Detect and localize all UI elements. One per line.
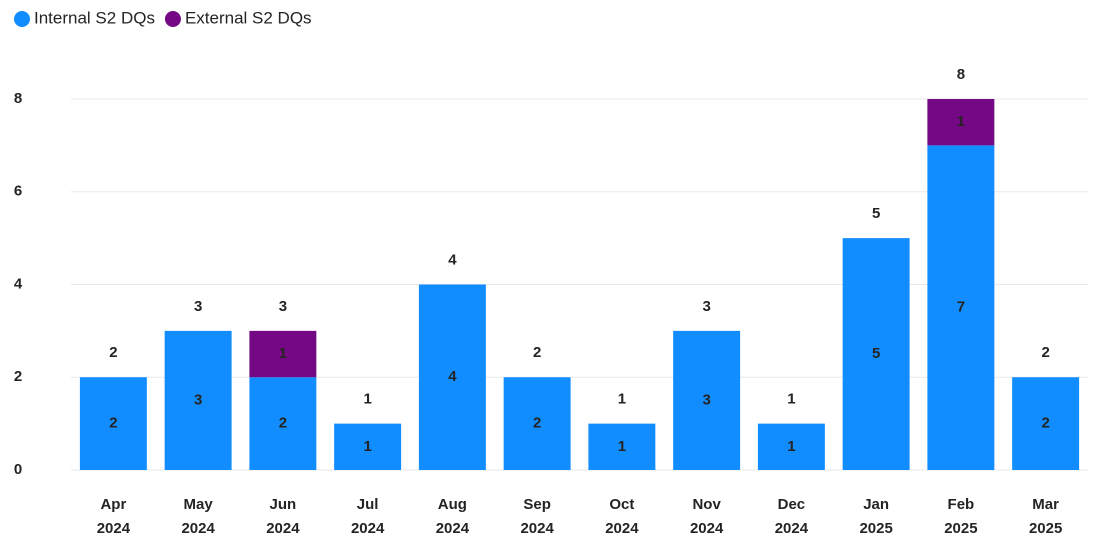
data-label: 4 — [448, 368, 457, 385]
data-label: 1 — [957, 113, 965, 130]
bar-segment — [927, 145, 995, 470]
data-label: 1 — [279, 345, 287, 362]
data-label: 3 — [194, 391, 202, 408]
x-tick-label: Apr 2024 — [97, 496, 131, 537]
y-tick-label: 6 — [14, 183, 22, 200]
total-label: 1 — [618, 391, 626, 408]
total-label: 2 — [109, 344, 117, 361]
data-label: 1 — [618, 438, 626, 455]
legend-marker — [14, 11, 30, 27]
total-label: 2 — [1041, 344, 1049, 361]
data-label: 2 — [279, 415, 287, 432]
x-tick-label: Aug 2024 — [436, 496, 470, 537]
data-label: 3 — [702, 391, 710, 408]
bar-segment — [1012, 377, 1080, 470]
bar-segment — [588, 423, 656, 470]
total-label: 2 — [533, 344, 541, 361]
x-tick-label: Sep 2024 — [520, 496, 554, 537]
total-label: 4 — [448, 251, 457, 268]
bar-segment — [673, 330, 741, 470]
y-tick-label: 2 — [14, 368, 22, 385]
total-label: 1 — [363, 391, 371, 408]
legend-label: External S2 DQs — [185, 8, 312, 27]
total-label: 8 — [957, 66, 965, 83]
bar-segment — [842, 238, 910, 470]
total-label: 3 — [702, 298, 710, 315]
legend-label: Internal S2 DQs — [34, 8, 155, 27]
x-tick-label: Mar 2025 — [1029, 496, 1062, 537]
bar-segment — [249, 377, 317, 470]
data-label: 1 — [787, 438, 795, 455]
y-tick-label: 8 — [14, 90, 22, 107]
bar-segment — [334, 423, 402, 470]
total-label: 5 — [872, 205, 880, 222]
total-label: 3 — [279, 298, 287, 315]
y-tick-label: 0 — [14, 461, 22, 478]
x-tick-label: Oct 2024 — [605, 496, 639, 537]
data-label: 2 — [533, 415, 541, 432]
data-label: 1 — [363, 438, 371, 455]
x-tick-label: Feb 2025 — [944, 496, 977, 537]
legend-marker — [164, 11, 181, 27]
x-tick-label: Jun 2024 — [266, 496, 300, 537]
x-tick-label: Jul 2024 — [351, 496, 385, 537]
bar-segment — [249, 330, 317, 378]
total-label: 3 — [194, 298, 202, 315]
x-tick-label: May 2024 — [181, 496, 215, 537]
data-label: 5 — [872, 345, 880, 362]
bar-segment — [79, 377, 147, 470]
data-label: 2 — [109, 415, 117, 432]
bar-segment — [503, 377, 571, 470]
data-label: 2 — [1041, 415, 1049, 432]
bar-segment — [757, 423, 825, 470]
bar-segment — [164, 330, 232, 470]
x-tick-label: Nov 2024 — [690, 496, 724, 537]
data-label: 7 — [957, 299, 965, 316]
total-label: 1 — [787, 391, 795, 408]
x-tick-label: Jan 2025 — [859, 496, 892, 537]
y-tick-label: 4 — [14, 275, 23, 292]
bar-segment — [927, 99, 995, 146]
bar-segment — [418, 284, 486, 470]
x-tick-label: Dec 2024 — [775, 496, 809, 537]
